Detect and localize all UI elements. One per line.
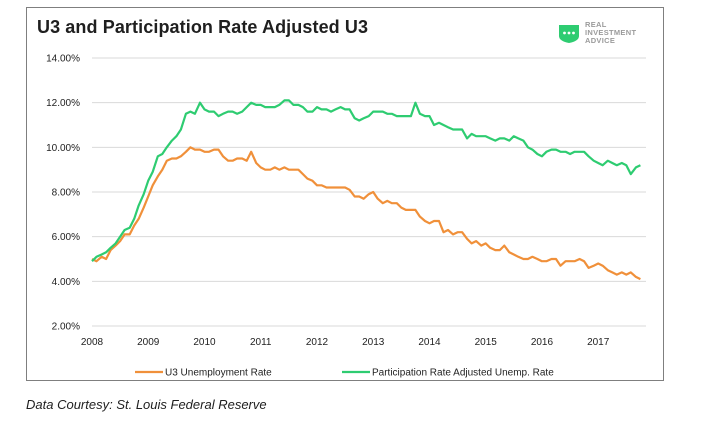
x-tick-label: 2008	[81, 337, 104, 348]
y-tick-label: 10.00%	[46, 143, 80, 154]
x-tick-label: 2011	[250, 337, 272, 348]
line-chart: 2.00% 4.00% 6.00% 8.00% 10.00% 12.00% 14.00% 2…	[0, 0, 701, 423]
x-tick-label: 2015	[475, 337, 498, 348]
y-tick-label: 4.00%	[52, 277, 80, 288]
legend-label: U3 Unemployment Rate	[165, 368, 272, 379]
y-tick-label: 2.00%	[52, 322, 80, 333]
x-tick-label: 2017	[587, 337, 610, 348]
y-tick-label: 14.00%	[46, 54, 80, 65]
x-tick-label: 2014	[418, 337, 441, 348]
y-tick-label: 8.00%	[52, 188, 80, 199]
y-tick-label: 12.00%	[46, 98, 80, 109]
x-tick-label: 2016	[531, 337, 554, 348]
y-axis: 2.00% 4.00% 6.00% 8.00% 10.00% 12.00% 14.00%	[46, 54, 80, 333]
y-tick-label: 6.00%	[52, 232, 80, 243]
legend-label: Participation Rate Adjusted Unemp. Rate	[372, 368, 554, 379]
series-lines	[92, 100, 640, 279]
legend: U3 Unemployment Rate Participation Rate A…	[135, 368, 554, 379]
x-tick-label: 2013	[362, 337, 385, 348]
x-axis: 2008 2009 2010 2011 2012 2013 2014 2015 2016 2017	[81, 337, 610, 348]
series-line-u3	[92, 147, 640, 279]
x-tick-label: 2009	[137, 337, 160, 348]
x-tick-label: 2010	[193, 337, 216, 348]
x-tick-label: 2012	[306, 337, 329, 348]
data-source-caption: Data Courtesy: St. Louis Federal Reserve	[26, 397, 267, 412]
gridlines	[92, 58, 646, 326]
